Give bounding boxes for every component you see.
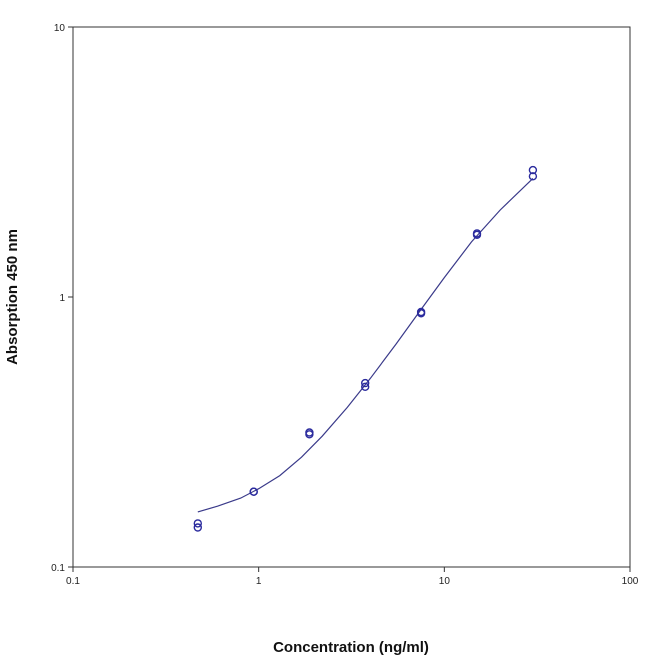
data-point <box>305 428 314 437</box>
data-point <box>361 382 370 391</box>
x-axis: 0.1 1 10 100 <box>66 567 639 587</box>
data-points <box>193 165 538 532</box>
y-tick-label: 10 <box>54 23 66 34</box>
y-tick-label: 1 <box>59 293 65 304</box>
x-axis-title: Concentration (ng/ml) <box>273 639 429 656</box>
data-point <box>361 378 370 388</box>
data-point <box>249 487 258 496</box>
x-tick-label: 100 <box>622 576 639 587</box>
data-point <box>528 172 538 181</box>
y-axis: 0.1 1 10 <box>51 23 73 574</box>
x-tick-label: 10 <box>439 576 451 587</box>
x-tick-label: 0.1 <box>66 576 80 587</box>
x-tick-label: 1 <box>256 576 262 587</box>
y-axis-title: Absorption 450 nm <box>4 229 21 365</box>
data-point <box>528 165 538 175</box>
y-tick-label: 0.1 <box>51 563 65 574</box>
data-point <box>416 307 426 317</box>
data-point <box>472 229 482 238</box>
data-point <box>193 523 203 532</box>
fit-curve-line <box>197 177 534 513</box>
data-point <box>193 519 203 528</box>
plot-frame <box>72 26 631 568</box>
